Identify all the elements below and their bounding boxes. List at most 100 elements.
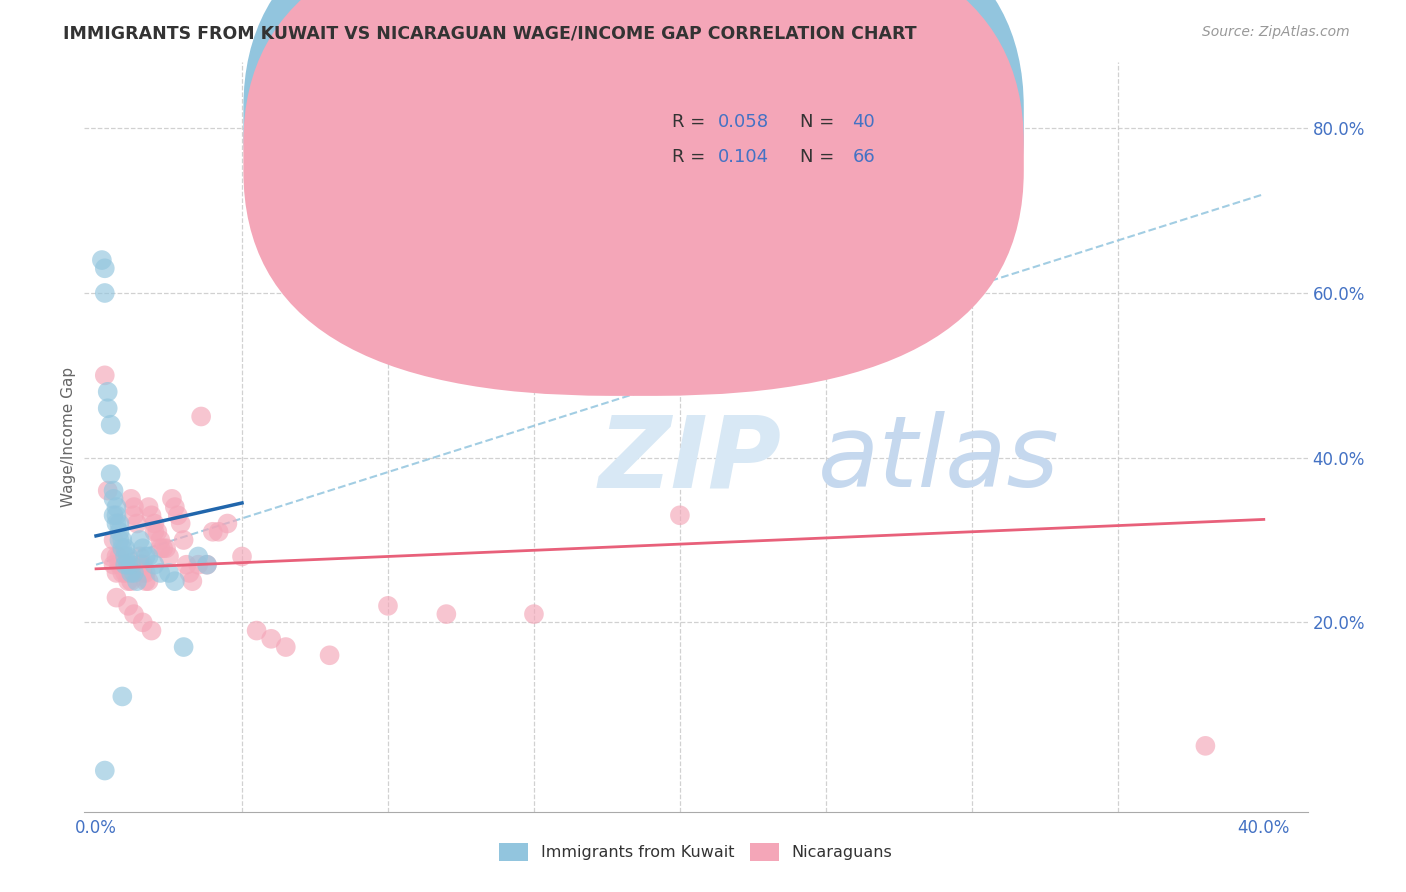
Point	[135, 549, 157, 564]
Point	[173, 533, 195, 547]
Point	[111, 558, 134, 572]
Point	[114, 558, 136, 572]
Point	[117, 566, 139, 580]
Point	[141, 508, 163, 523]
Point	[108, 533, 131, 547]
Text: 40: 40	[852, 112, 876, 130]
Point	[108, 549, 131, 564]
Point	[135, 574, 157, 589]
Text: N =: N =	[800, 112, 839, 130]
Point	[143, 558, 166, 572]
Point	[97, 483, 120, 498]
Legend: Immigrants from Kuwait, Nicaraguans: Immigrants from Kuwait, Nicaraguans	[494, 836, 898, 867]
Point	[377, 599, 399, 613]
Point	[117, 558, 139, 572]
Point	[260, 632, 283, 646]
Point	[179, 566, 201, 580]
Text: atlas: atlas	[818, 411, 1060, 508]
Point	[128, 533, 150, 547]
Point	[201, 524, 224, 539]
Point	[274, 640, 297, 654]
Point	[217, 516, 239, 531]
Point	[160, 491, 183, 506]
Text: Source: ZipAtlas.com: Source: ZipAtlas.com	[1202, 25, 1350, 39]
Point	[128, 558, 150, 572]
Point	[143, 516, 166, 531]
Point	[94, 285, 117, 300]
Point	[100, 467, 122, 482]
Point	[132, 615, 155, 630]
Point	[125, 516, 148, 531]
Text: 0.058: 0.058	[718, 112, 769, 130]
Point	[125, 574, 148, 589]
Point	[152, 541, 174, 556]
Point	[105, 500, 128, 514]
Point	[128, 549, 150, 564]
Point	[132, 558, 155, 572]
Point	[114, 549, 136, 564]
Point	[122, 607, 145, 621]
Point	[120, 558, 142, 572]
Point	[195, 558, 218, 572]
Point	[157, 549, 180, 564]
FancyBboxPatch shape	[243, 0, 1024, 360]
Point	[103, 558, 125, 572]
Point	[208, 524, 231, 539]
Point	[103, 491, 125, 506]
Point	[103, 508, 125, 523]
Point	[146, 524, 169, 539]
Point	[122, 500, 145, 514]
Point	[111, 566, 134, 580]
Point	[149, 566, 172, 580]
Point	[103, 533, 125, 547]
Point	[114, 558, 136, 572]
Point	[149, 533, 172, 547]
FancyBboxPatch shape	[592, 96, 935, 182]
Point	[105, 591, 128, 605]
Text: 0.104: 0.104	[718, 148, 769, 166]
Point	[163, 574, 186, 589]
Point	[117, 549, 139, 564]
Point	[111, 533, 134, 547]
Point	[120, 574, 142, 589]
Text: ZIP: ZIP	[598, 411, 782, 508]
Point	[108, 524, 131, 539]
Point	[190, 409, 212, 424]
Point	[187, 558, 209, 572]
Point	[170, 516, 193, 531]
Point	[114, 566, 136, 580]
Point	[135, 566, 157, 580]
Point	[246, 624, 269, 638]
Point	[97, 384, 120, 399]
Text: N =: N =	[800, 148, 839, 166]
Point	[163, 500, 186, 514]
Point	[138, 549, 160, 564]
Point	[132, 566, 155, 580]
Point	[100, 549, 122, 564]
Point	[155, 541, 177, 556]
Point	[132, 541, 155, 556]
Text: 66: 66	[852, 148, 876, 166]
Point	[105, 516, 128, 531]
Point	[90, 253, 112, 268]
Point	[138, 500, 160, 514]
Point	[108, 516, 131, 531]
Point	[157, 566, 180, 580]
Point	[173, 640, 195, 654]
Point	[318, 648, 340, 663]
Point	[434, 607, 457, 621]
Point	[111, 541, 134, 556]
Point	[149, 541, 172, 556]
Point	[111, 690, 134, 704]
Text: R =: R =	[672, 112, 710, 130]
Point	[231, 549, 253, 564]
Point	[176, 558, 198, 572]
Y-axis label: Wage/Income Gap: Wage/Income Gap	[60, 367, 76, 508]
Point	[187, 549, 209, 564]
Point	[117, 599, 139, 613]
Point	[1194, 739, 1216, 753]
Point	[94, 261, 117, 276]
Text: IMMIGRANTS FROM KUWAIT VS NICARAGUAN WAGE/INCOME GAP CORRELATION CHART: IMMIGRANTS FROM KUWAIT VS NICARAGUAN WAG…	[63, 25, 917, 43]
Point	[100, 417, 122, 432]
FancyBboxPatch shape	[243, 0, 1024, 396]
